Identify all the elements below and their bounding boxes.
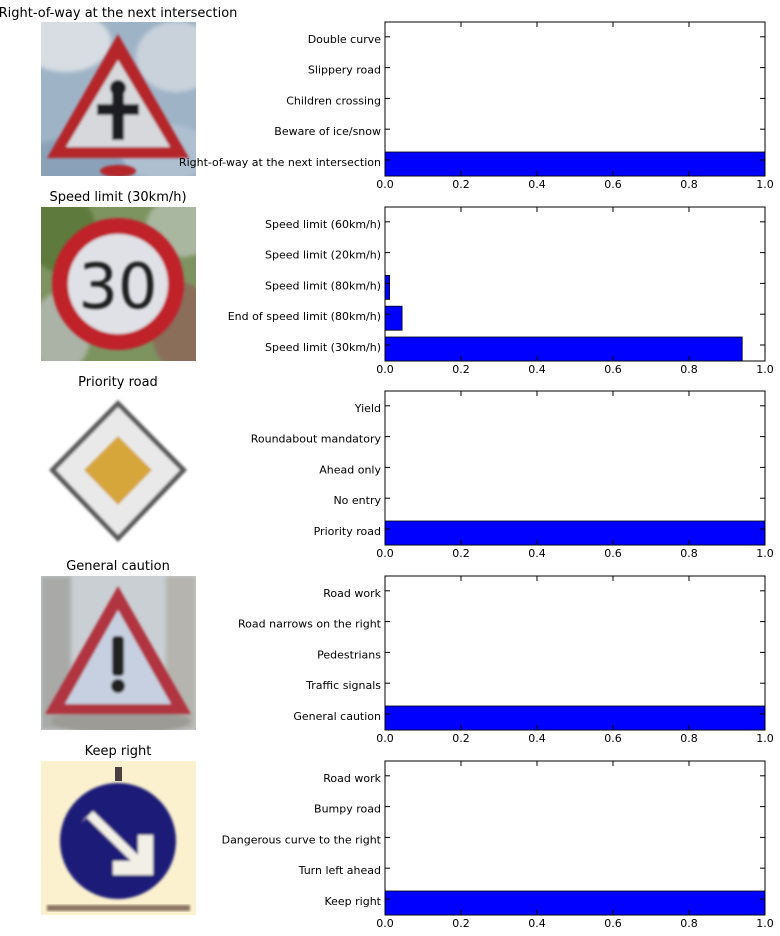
category-label: Slippery road: [308, 64, 381, 77]
row-2: Speed limit (30km/h) 30: [41, 190, 196, 361]
row-5: Keep right: [41, 744, 196, 915]
row-3: Priority road: [41, 375, 196, 546]
x-tick-label: 1.0: [756, 732, 774, 745]
x-tick-label: 0.6: [604, 547, 622, 560]
general-caution-sign-icon: [41, 576, 196, 730]
x-tick-label: 1.0: [756, 178, 774, 191]
x-tick-label: 0.0: [376, 917, 394, 930]
bar-1: [384, 705, 766, 731]
row-4: General caution: [41, 559, 196, 730]
axes-frame: [384, 760, 766, 916]
bar-chart-5: Keep right Turn left ahead Dangerous curve…: [222, 760, 774, 930]
x-tick-label: 0.4: [528, 363, 546, 376]
category-label: Speed limit (20km/h): [265, 249, 381, 262]
sign-title-2: Speed limit (30km/h): [49, 190, 186, 205]
x-tick-label: 0.8: [680, 363, 698, 376]
x-tick-label: 0.0: [376, 363, 394, 376]
sign-title-1: Right-of-way at the next intersection: [0, 6, 237, 21]
svg-text:30: 30: [79, 250, 158, 323]
priority-road-sign-icon: [41, 392, 196, 546]
x-tick-label: 0.6: [604, 178, 622, 191]
category-label: Road work: [323, 587, 381, 600]
charts-layer: Right-of-way at the next intersection Bew…: [179, 21, 774, 930]
category-label: Traffic signals: [305, 679, 381, 692]
bar-1: [384, 520, 766, 546]
bar-chart-4: General caution Traffic signals Pedestrian…: [238, 575, 774, 745]
x-tick-label: 0.0: [376, 547, 394, 560]
x-tick-label: 0.0: [376, 178, 394, 191]
right-of-way-sign-icon: [41, 22, 196, 176]
x-tick-label: 0.2: [452, 178, 470, 191]
category-label: Road work: [323, 772, 381, 785]
x-tick-label: 0.8: [680, 732, 698, 745]
bar-3: [384, 274, 390, 300]
category-label: No entry: [333, 494, 381, 507]
category-label: Turn left ahead: [298, 864, 381, 877]
category-label: Ahead only: [319, 463, 381, 476]
category-label: Double curve: [308, 33, 382, 46]
sign-title-4: General caution: [66, 559, 170, 574]
axes-frame: [384, 390, 766, 546]
bar-2: [384, 305, 403, 331]
category-label: Beware of ice/snow: [274, 125, 381, 138]
bar-chart-1: Right-of-way at the next intersection Bew…: [179, 21, 774, 191]
x-tick-label: 0.8: [680, 547, 698, 560]
category-label: Keep right: [324, 895, 381, 908]
category-label: Priority road: [314, 525, 381, 538]
category-label: General caution: [293, 710, 381, 723]
sign-title-3: Priority road: [78, 375, 158, 390]
category-label: Children crossing: [286, 94, 381, 107]
category-label: Roundabout mandatory: [251, 433, 382, 446]
x-tick-label: 1.0: [756, 363, 774, 376]
bar-1: [384, 151, 766, 177]
speed-limit-30-sign-icon: 30: [41, 207, 196, 361]
x-tick-label: 0.4: [528, 178, 546, 191]
category-label: Bumpy road: [314, 803, 381, 816]
x-tick-label: 0.4: [528, 732, 546, 745]
x-tick-label: 0.6: [604, 732, 622, 745]
x-tick-label: 0.6: [604, 917, 622, 930]
category-label: End of speed limit (80km/h): [228, 310, 381, 323]
category-label: Pedestrians: [317, 648, 381, 661]
axes-frame: [384, 206, 766, 362]
category-label: Yield: [354, 402, 381, 415]
bar-1: [384, 336, 743, 362]
x-tick-label: 0.4: [528, 547, 546, 560]
x-tick-label: 0.2: [452, 547, 470, 560]
x-tick-label: 0.2: [452, 917, 470, 930]
sign-title-5: Keep right: [85, 744, 152, 759]
category-label: Speed limit (80km/h): [265, 279, 381, 292]
bar-chart-2: Speed limit (30km/h) End of speed limit (…: [228, 206, 774, 376]
x-tick-label: 0.0: [376, 732, 394, 745]
x-tick-label: 1.0: [756, 547, 774, 560]
category-label: Right-of-way at the next intersection: [179, 156, 381, 169]
category-label: Dangerous curve to the right: [222, 833, 382, 846]
x-tick-label: 0.4: [528, 917, 546, 930]
keep-right-sign-icon: [41, 761, 196, 915]
x-tick-label: 0.6: [604, 363, 622, 376]
bar-chart-3: Priority road No entry Ahead only Roundabou…: [251, 390, 774, 560]
category-label: Speed limit (30km/h): [265, 341, 381, 354]
x-tick-label: 0.8: [680, 917, 698, 930]
category-label: Speed limit (60km/h): [265, 218, 381, 231]
x-tick-label: 0.2: [452, 363, 470, 376]
x-tick-label: 0.2: [452, 732, 470, 745]
category-label: Road narrows on the right: [238, 618, 382, 631]
x-tick-label: 1.0: [756, 917, 774, 930]
bar-1: [384, 890, 766, 916]
row-1: Right-of-way at the next intersection: [0, 6, 237, 176]
x-tick-label: 0.8: [680, 178, 698, 191]
